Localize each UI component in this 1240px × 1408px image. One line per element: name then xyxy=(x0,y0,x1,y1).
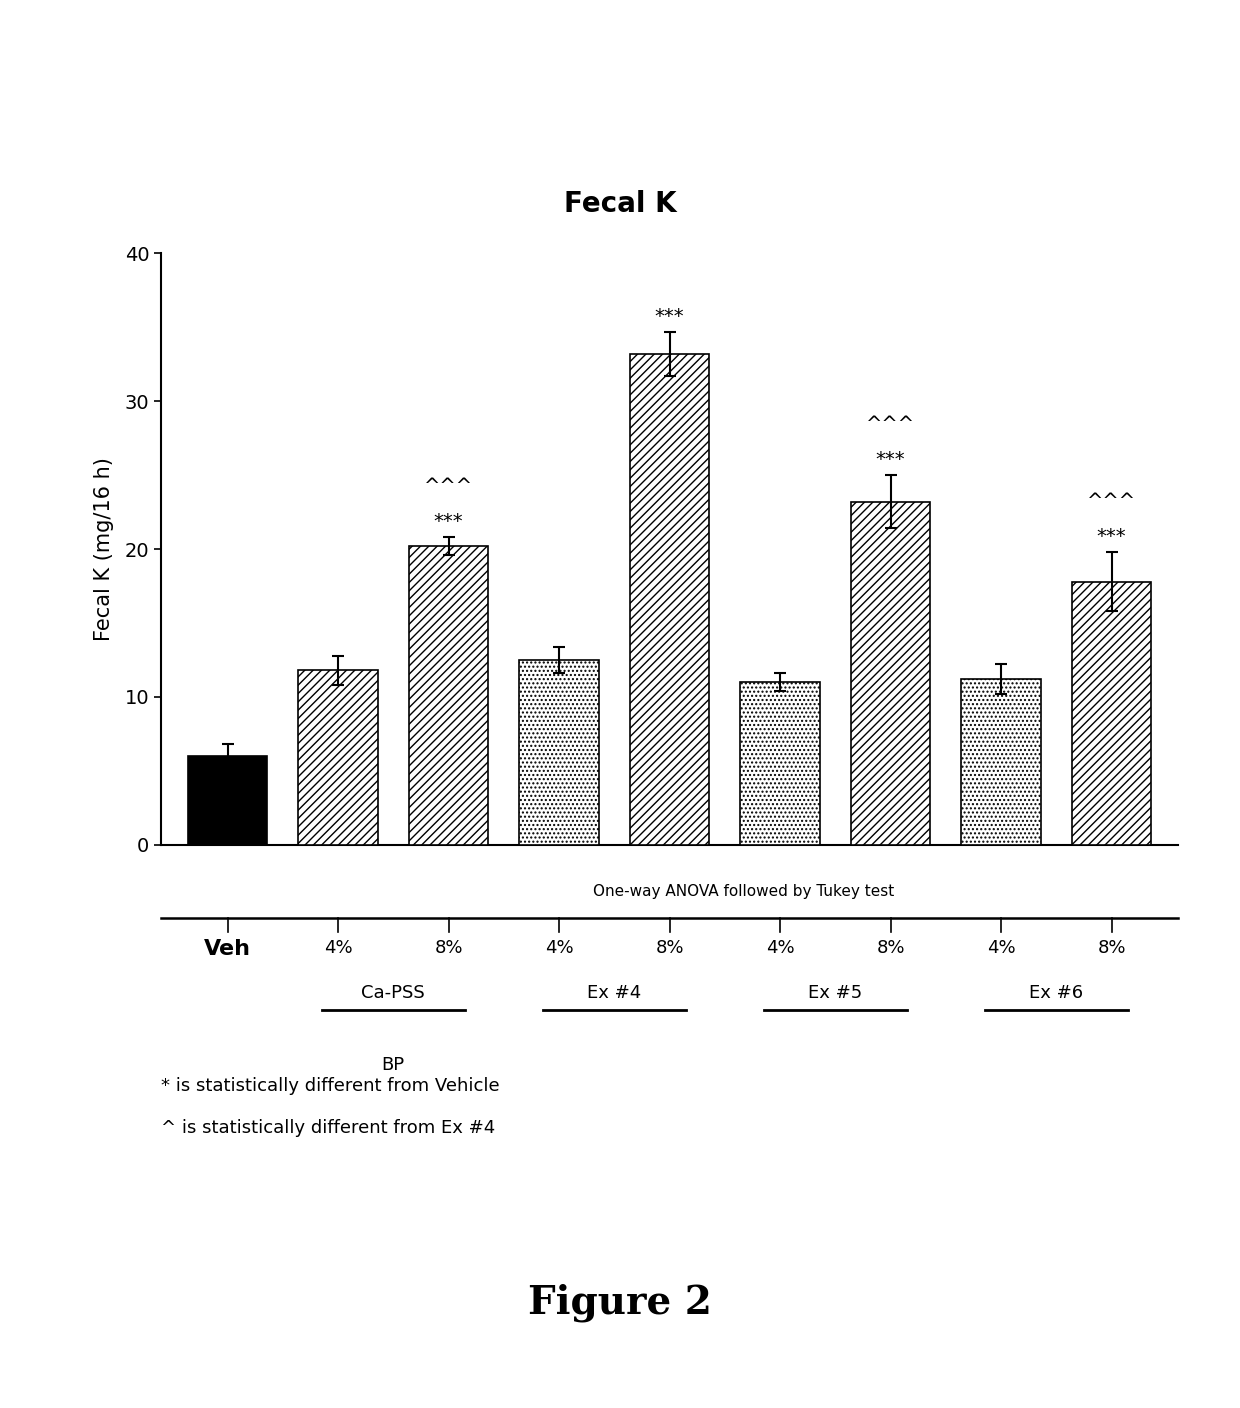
Text: Ex #5: Ex #5 xyxy=(808,984,863,1002)
Text: 4%: 4% xyxy=(766,939,795,957)
Text: ^^^: ^^^ xyxy=(424,477,474,496)
Text: ***: *** xyxy=(875,451,905,469)
Text: Ca-PSS: Ca-PSS xyxy=(361,984,425,1002)
Bar xyxy=(740,681,820,845)
Text: ^^^: ^^^ xyxy=(866,415,915,434)
Bar xyxy=(520,660,599,845)
Text: One-way ANOVA followed by Tukey test: One-way ANOVA followed by Tukey test xyxy=(594,884,894,900)
Bar xyxy=(630,353,709,845)
Text: 8%: 8% xyxy=(1097,939,1126,957)
Bar xyxy=(961,679,1040,845)
Text: 4%: 4% xyxy=(987,939,1016,957)
Bar xyxy=(187,756,268,845)
Text: 4%: 4% xyxy=(324,939,352,957)
Text: ***: *** xyxy=(434,513,464,531)
Text: 8%: 8% xyxy=(656,939,683,957)
Y-axis label: Fecal K (mg/16 h): Fecal K (mg/16 h) xyxy=(94,458,114,641)
Text: * is statistically different from Vehicle: * is statistically different from Vehicl… xyxy=(161,1077,500,1095)
Text: ***: *** xyxy=(1097,527,1126,546)
Text: Figure 2: Figure 2 xyxy=(528,1283,712,1322)
Text: Fecal K: Fecal K xyxy=(564,190,676,218)
Text: 4%: 4% xyxy=(544,939,573,957)
Text: 8%: 8% xyxy=(434,939,463,957)
Text: ^^^: ^^^ xyxy=(1087,491,1136,511)
Bar xyxy=(299,670,378,845)
Bar xyxy=(851,501,930,845)
Bar xyxy=(409,546,489,845)
Text: ***: *** xyxy=(655,307,684,325)
Text: 8%: 8% xyxy=(877,939,905,957)
Text: Veh: Veh xyxy=(205,939,250,959)
Bar xyxy=(1071,582,1152,845)
Text: Ex #6: Ex #6 xyxy=(1029,984,1084,1002)
Text: BP: BP xyxy=(382,1056,404,1074)
Text: ^ is statistically different from Ex #4: ^ is statistically different from Ex #4 xyxy=(161,1119,496,1138)
Text: Ex #4: Ex #4 xyxy=(588,984,641,1002)
